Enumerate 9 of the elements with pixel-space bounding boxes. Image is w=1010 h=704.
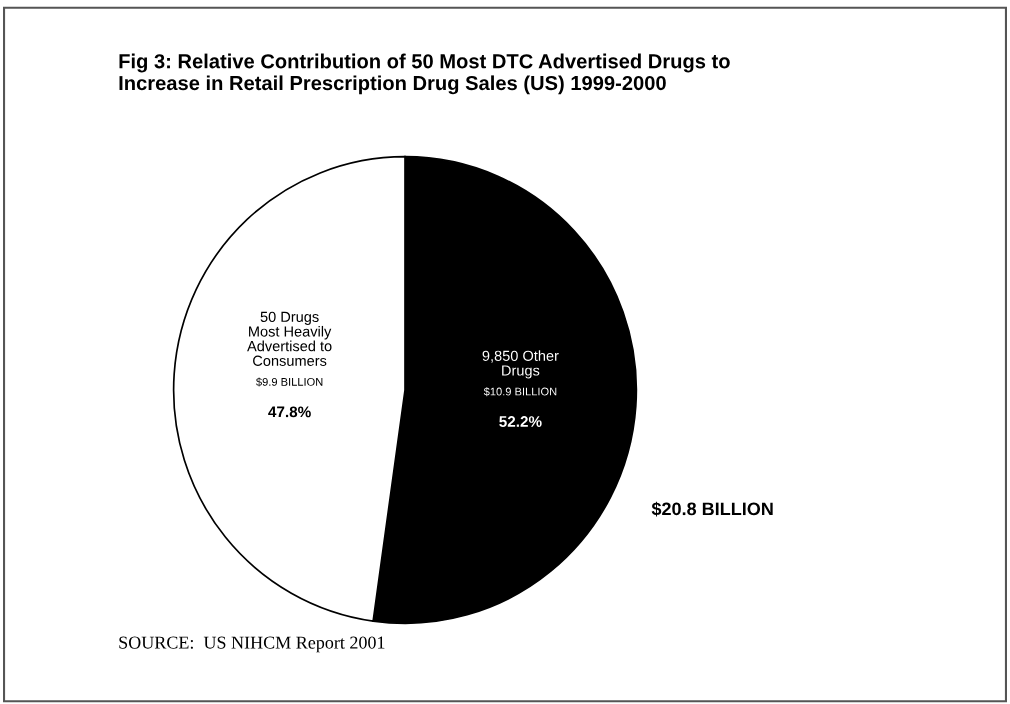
slice-label: 9,850 Other Drugs: [482, 350, 559, 379]
chart-title: Fig 3: Relative Contribution of 50 Most DTC Advertised Drugs to Increase in Retail Prescription Drug Sales (US) 1999-2000: [119, 53, 730, 95]
data-label: 47.8%: [268, 406, 311, 418]
data-label: 52.2%: [499, 416, 542, 427]
text: $10.9 BILLION: [483, 387, 557, 397]
text: $9.9 BILLION: [256, 377, 323, 387]
source-note: SOURCE: US NIHCM Report 2001: [119, 636, 385, 653]
slice-label: 50 Drugs Most Heavily Advertised to Consumers: [247, 311, 332, 366]
text: $20.8 BILLION: [651, 501, 773, 517]
